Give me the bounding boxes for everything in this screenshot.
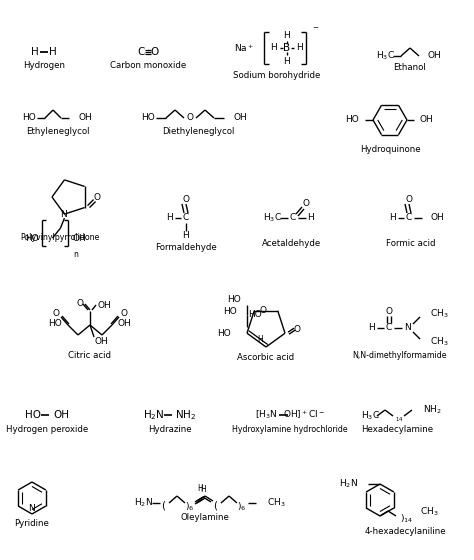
Text: O: O: [53, 309, 60, 318]
Text: OH: OH: [428, 52, 442, 60]
Text: H$_3$C: H$_3$C: [361, 410, 380, 422]
Text: Carbon monoxide: Carbon monoxide: [110, 60, 186, 69]
Text: O: O: [385, 307, 392, 316]
Text: H: H: [390, 213, 396, 222]
Text: H: H: [271, 44, 277, 53]
Text: H$_3$C: H$_3$C: [263, 212, 282, 224]
Text: Acetaldehyde: Acetaldehyde: [263, 239, 322, 248]
Text: OH: OH: [118, 319, 132, 328]
Text: OH: OH: [53, 410, 69, 420]
Text: [H$_3$N: [H$_3$N: [255, 409, 277, 421]
Text: O: O: [93, 193, 100, 202]
Text: H: H: [182, 231, 190, 240]
Text: C: C: [406, 213, 412, 222]
Text: Formic acid: Formic acid: [386, 239, 436, 248]
Text: HO: HO: [25, 234, 38, 242]
Text: NH$_2$: NH$_2$: [175, 408, 197, 422]
Text: O: O: [151, 47, 159, 57]
Text: OH: OH: [234, 114, 248, 123]
Text: Hydroquinone: Hydroquinone: [360, 144, 420, 153]
Text: CH$_3$: CH$_3$: [420, 506, 438, 518]
Text: HO: HO: [217, 329, 231, 338]
Text: H: H: [297, 44, 303, 53]
Text: H: H: [31, 47, 39, 57]
Text: Hydrazine: Hydrazine: [148, 424, 192, 433]
Text: 4-hexadecylaniline: 4-hexadecylaniline: [364, 528, 446, 536]
Text: N: N: [405, 324, 411, 333]
Text: HO: HO: [141, 114, 155, 123]
Text: OH]$^+$Cl$^-$: OH]$^+$Cl$^-$: [283, 409, 325, 421]
Text: HO: HO: [248, 310, 262, 319]
Text: O: O: [405, 195, 412, 204]
Text: H: H: [308, 213, 314, 222]
Text: N: N: [60, 209, 67, 218]
Text: Ethyleneglycol: Ethyleneglycol: [26, 128, 90, 137]
Text: H$_2$N: H$_2$N: [339, 478, 358, 490]
Text: Hexadecylamine: Hexadecylamine: [361, 426, 433, 435]
Text: )$_{14}$: )$_{14}$: [400, 513, 413, 525]
Text: ($\,$: ($\,$: [213, 500, 219, 512]
Text: Polyvinylpyrrolidone: Polyvinylpyrrolidone: [20, 232, 100, 241]
Text: OH: OH: [79, 114, 93, 123]
Text: O: O: [186, 114, 193, 123]
Text: Hydroxylamine hydrochloride: Hydroxylamine hydrochloride: [232, 424, 348, 433]
Text: C: C: [183, 213, 189, 222]
Text: OH: OH: [420, 115, 434, 124]
Text: $^-$: $^-$: [311, 25, 320, 35]
Text: Citric acid: Citric acid: [69, 351, 111, 360]
Text: )$_6$: )$_6$: [237, 501, 246, 514]
Text: N,N-dimethylformamide: N,N-dimethylformamide: [353, 352, 447, 361]
Text: Hydrogen peroxide: Hydrogen peroxide: [6, 424, 88, 433]
Text: HO: HO: [223, 307, 237, 316]
Text: H: H: [257, 334, 263, 343]
Text: OH: OH: [95, 337, 109, 346]
Text: O: O: [259, 306, 266, 315]
Text: CH$_3$: CH$_3$: [430, 308, 448, 320]
Text: O: O: [76, 298, 83, 307]
Text: H: H: [283, 30, 291, 40]
Text: H: H: [197, 484, 203, 493]
Text: Ascorbic acid: Ascorbic acid: [237, 353, 294, 362]
Text: H: H: [369, 324, 375, 333]
Text: ($\,$: ($\,$: [162, 500, 166, 512]
Text: O: O: [302, 199, 310, 208]
Text: H: H: [167, 213, 173, 222]
Text: Sodium borohydride: Sodium borohydride: [233, 72, 321, 81]
Text: Diethyleneglycol: Diethyleneglycol: [162, 128, 234, 137]
Text: H: H: [49, 47, 57, 57]
Text: C: C: [137, 47, 145, 57]
Text: O: O: [120, 309, 128, 318]
Text: n: n: [73, 250, 78, 259]
Text: Na$^+$: Na$^+$: [234, 42, 254, 54]
Text: Formaldehyde: Formaldehyde: [155, 244, 217, 253]
Text: Ethanol: Ethanol: [393, 63, 427, 72]
Text: OH: OH: [98, 301, 112, 310]
Text: H: H: [200, 485, 206, 494]
Text: OH: OH: [431, 213, 445, 222]
Text: HO: HO: [48, 319, 62, 328]
Text: C: C: [290, 213, 296, 222]
Text: $_{14}$: $_{14}$: [395, 414, 403, 423]
Text: Oleylamine: Oleylamine: [181, 512, 229, 521]
Text: CH$_3$: CH$_3$: [267, 497, 286, 509]
Text: C: C: [386, 324, 392, 333]
Text: N: N: [28, 504, 36, 513]
Text: Pyridine: Pyridine: [15, 520, 49, 529]
Text: Hydrogen: Hydrogen: [23, 60, 65, 69]
Text: H$_2$N: H$_2$N: [134, 497, 153, 509]
Text: HO: HO: [25, 410, 41, 420]
Text: NH$_2$: NH$_2$: [423, 404, 442, 416]
Text: HO: HO: [227, 295, 241, 304]
Text: H$_3$C: H$_3$C: [375, 50, 394, 62]
Text: B: B: [283, 43, 291, 53]
Text: )$_6$: )$_6$: [185, 501, 195, 514]
Text: OH: OH: [73, 234, 86, 242]
Text: CH$_3$: CH$_3$: [430, 336, 448, 348]
Text: HO: HO: [345, 115, 359, 124]
Text: O: O: [293, 325, 301, 334]
Text: H$_2$N: H$_2$N: [143, 408, 165, 422]
Text: H: H: [283, 57, 291, 66]
Text: O: O: [182, 195, 190, 204]
Text: HO: HO: [22, 114, 36, 123]
